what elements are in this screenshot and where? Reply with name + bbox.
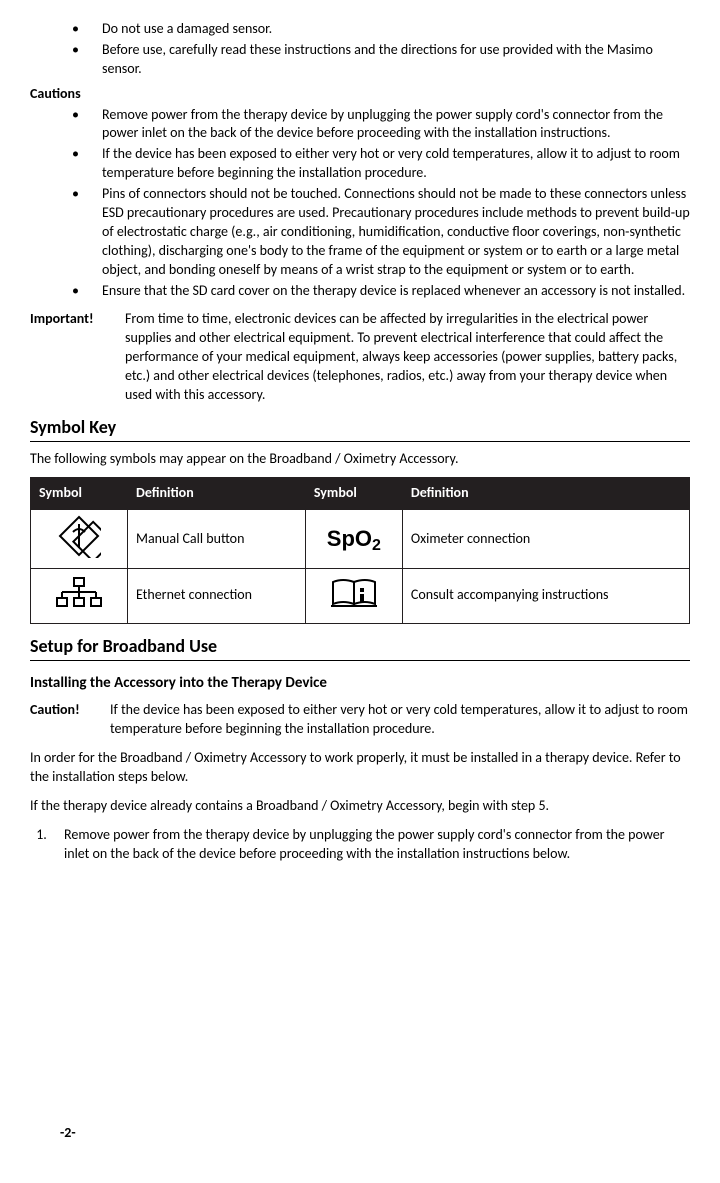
table-cell: Oximeter connection xyxy=(402,510,689,569)
list-item: If the device has been exposed to either… xyxy=(72,145,690,183)
symbol-table: Symbol Definition Symbol Definition Manu… xyxy=(30,477,690,624)
list-item: Do not use a damaged sensor. xyxy=(72,20,690,39)
caution-block: Caution! If the device has been exposed … xyxy=(30,701,690,739)
list-item: Ensure that the SD card cover on the the… xyxy=(72,282,690,301)
installing-subhead: Installing the Accessory into the Therap… xyxy=(30,673,690,693)
step-item: Remove power from the therapy device by … xyxy=(50,826,690,864)
caution-label: Caution! xyxy=(30,701,110,739)
table-cell: Ethernet connection xyxy=(128,568,306,623)
steps-list: Remove power from the therapy device by … xyxy=(30,826,690,864)
consult-instructions-icon xyxy=(305,568,402,623)
cautions-label: Cautions xyxy=(30,85,690,104)
cautions-bullet-list: Remove power from the therapy device by … xyxy=(30,106,690,301)
table-header: Definition xyxy=(402,478,689,510)
important-block: Important! From time to time, electronic… xyxy=(30,310,690,404)
spo2-icon: SpO2 xyxy=(305,510,402,569)
list-item: Before use, carefully read these instruc… xyxy=(72,41,690,79)
symbol-key-intro: The following symbols may appear on the … xyxy=(30,450,690,469)
table-cell: Consult accompanying instructions xyxy=(402,568,689,623)
table-row: Ethernet connection Consult accompanying… xyxy=(31,568,690,623)
top-bullet-list: Do not use a damaged sensor. Before use,… xyxy=(30,20,690,79)
setup-paragraph-1: In order for the Broadband / Oximetry Ac… xyxy=(30,749,690,787)
list-item: Remove power from the therapy device by … xyxy=(72,106,690,144)
manual-call-icon xyxy=(31,510,128,569)
important-text: From time to time, electronic devices ca… xyxy=(125,310,690,404)
ethernet-icon xyxy=(31,568,128,623)
table-header: Definition xyxy=(128,478,306,510)
table-header: Symbol xyxy=(31,478,128,510)
symbol-key-heading: Symbol Key xyxy=(30,415,690,442)
caution-text: If the device has been exposed to either… xyxy=(110,701,690,739)
table-cell: Manual Call button xyxy=(128,510,306,569)
important-label: Important! xyxy=(30,310,125,404)
list-item: Pins of connectors should not be touched… xyxy=(72,185,690,279)
table-header: Symbol xyxy=(305,478,402,510)
page-number: -2- xyxy=(60,1124,76,1143)
setup-heading: Setup for Broadband Use xyxy=(30,634,690,661)
table-row: Manual Call button SpO2 Oximeter connect… xyxy=(31,510,690,569)
setup-paragraph-2: If the therapy device already contains a… xyxy=(30,797,690,816)
